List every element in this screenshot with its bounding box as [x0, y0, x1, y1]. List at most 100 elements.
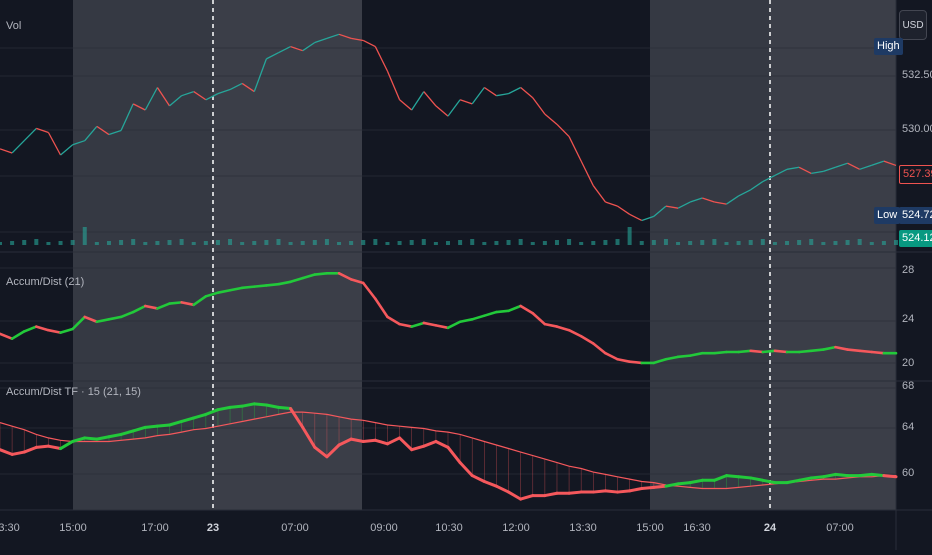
accum-tf-segment — [809, 475, 825, 480]
accum-tf-segment — [276, 405, 293, 411]
accum-segment — [761, 349, 777, 354]
accum-segment — [240, 285, 256, 290]
accum-tf-segment — [882, 474, 898, 479]
price-segment — [362, 39, 376, 48]
accum-segment — [688, 351, 704, 357]
time-tick-label: 07:00 — [281, 522, 309, 534]
accum-tf-segment — [749, 476, 765, 482]
currency-button[interactable]: USD — [899, 10, 927, 40]
volume-bar — [700, 240, 705, 245]
price-segment — [72, 140, 85, 146]
accum-tf-segment — [337, 437, 353, 447]
volume-bar — [94, 242, 99, 245]
time-tick-label: 12:00 — [502, 522, 530, 534]
accum-segment — [180, 301, 196, 307]
accum-tf-segment — [59, 439, 75, 451]
accum-tf-segment — [458, 461, 474, 478]
price-segment — [84, 125, 98, 142]
price-segment — [653, 205, 667, 217]
volume-bar — [712, 239, 717, 245]
accum-segment — [95, 318, 111, 324]
price-segment — [786, 166, 800, 170]
price-segment — [823, 166, 836, 172]
accum-tf-segment — [349, 437, 365, 443]
volume-bar — [845, 240, 850, 245]
accum-tf-signal-line — [0, 411, 896, 490]
price-segment — [544, 113, 558, 125]
volume-bar — [300, 241, 305, 245]
volume-bar — [482, 242, 487, 245]
price-segment — [871, 160, 885, 166]
accum-tf-segment — [628, 487, 644, 493]
price-segment — [60, 144, 74, 156]
price-segment — [532, 97, 546, 115]
volume-bar — [736, 241, 741, 245]
price-segment — [120, 103, 134, 131]
price-segment — [714, 201, 727, 205]
price-segment — [0, 148, 13, 154]
accum-tf-segment — [83, 436, 99, 441]
volume-bar — [264, 240, 269, 245]
last-price-tag: 524.12 — [899, 230, 932, 247]
time-tick-label: 13:30 — [0, 522, 20, 534]
price-segment — [156, 87, 171, 107]
volume-bar — [409, 240, 414, 245]
price-segment — [351, 37, 364, 42]
session-band — [73, 0, 213, 510]
price-segment — [677, 201, 691, 209]
accum-tf-segment — [143, 424, 159, 429]
price-segment — [859, 164, 872, 170]
accum-tf-segment — [507, 490, 523, 501]
accum-tf-segment — [446, 445, 462, 465]
price-segment — [96, 125, 110, 136]
accum-segment — [410, 321, 426, 328]
time-tick-label: 07:00 — [826, 522, 854, 534]
price-segment — [108, 129, 122, 136]
price-segment — [386, 70, 401, 101]
accum-tf-segment — [192, 412, 208, 420]
volume-bar — [22, 240, 27, 245]
price-segment — [314, 37, 328, 44]
accum-segment — [252, 284, 268, 288]
accum-segment — [156, 302, 171, 310]
accum-tf-segment — [833, 472, 850, 478]
volume-bar — [688, 241, 693, 245]
accum-tf-segment — [664, 482, 680, 488]
time-tick-label: 15:00 — [59, 522, 87, 534]
volume-bar — [639, 241, 644, 245]
accum-segment — [374, 297, 389, 319]
accum-tf-segment — [264, 403, 280, 409]
volume-bar — [0, 242, 2, 245]
price-segment — [605, 201, 618, 207]
accum-tf-segment — [385, 436, 402, 446]
accum-tf-segment — [470, 474, 486, 483]
volume-bar — [119, 240, 124, 245]
accum-segment — [519, 304, 535, 315]
volume-bar — [591, 241, 596, 245]
accum-tf-segment — [482, 479, 498, 488]
volume-bar — [252, 241, 257, 245]
accum-segment — [846, 348, 861, 353]
price-segment — [617, 205, 630, 215]
price-segment — [811, 170, 824, 175]
accum-segment — [870, 350, 886, 355]
accum-tf-segment — [373, 438, 389, 446]
accum-tf-segment — [289, 407, 305, 429]
accum-tf-segment — [688, 478, 704, 485]
price-segment — [47, 132, 62, 156]
accum-segment — [386, 315, 401, 326]
volume-bar — [542, 241, 547, 245]
volume-bar — [70, 240, 75, 245]
volume-bar — [373, 239, 378, 245]
accum-tf-segment — [712, 474, 728, 482]
accum-tf-segment — [494, 484, 511, 494]
price-segment — [592, 185, 606, 203]
accum-segment — [313, 272, 329, 276]
volume-bar — [131, 239, 136, 245]
price-segment — [144, 87, 158, 111]
price-segment — [762, 174, 776, 183]
volume-bar — [772, 242, 777, 245]
accum-tf-segment — [10, 450, 26, 456]
